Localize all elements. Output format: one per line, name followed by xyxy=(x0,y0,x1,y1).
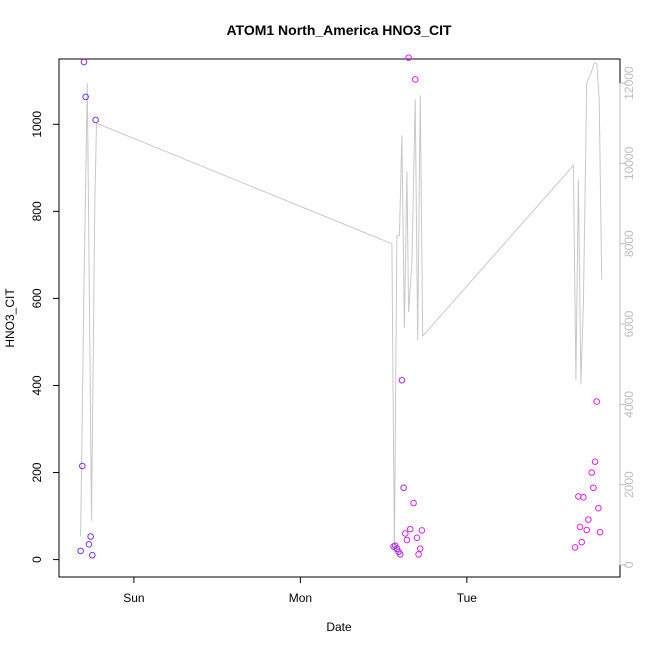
y-tick-label: 0 xyxy=(30,556,44,563)
secondary-series-line xyxy=(80,62,603,553)
data-point-s3-9 xyxy=(591,458,599,465)
x-axis-label: Date xyxy=(326,620,352,634)
data-point-s0-0 xyxy=(77,547,84,555)
y-tick-label: 800 xyxy=(30,201,44,221)
data-point-s3-8 xyxy=(590,484,597,492)
data-point-s3-7 xyxy=(588,469,596,476)
y2-tick-label: 0 xyxy=(622,561,636,568)
plot-frame xyxy=(58,58,621,578)
data-point-s3-3 xyxy=(578,538,586,546)
data-point-s0-7 xyxy=(92,116,99,124)
data-point-s3-1 xyxy=(575,493,582,500)
chart-title: ATOM1 North_America HNO3_CIT xyxy=(226,22,452,38)
data-point-s2-0 xyxy=(401,530,409,537)
data-point-s2-2 xyxy=(405,54,412,61)
y2-tick-label: 4000 xyxy=(622,391,636,418)
data-point-s3-2 xyxy=(576,523,584,531)
data-point-s3-11 xyxy=(595,504,602,512)
y-tick-label: 400 xyxy=(30,375,44,395)
y-axis-left: 0 200 400 600 800 1000 xyxy=(30,111,60,563)
y2-tick-label: 2000 xyxy=(622,471,636,498)
data-point-s1-6 xyxy=(400,484,407,492)
data-point-s2-5 xyxy=(411,76,419,83)
data-point-s3-4 xyxy=(580,494,587,501)
x-axis: Sun Mon Tue xyxy=(123,576,478,605)
data-point-s0-3 xyxy=(82,93,89,101)
y-tick-label: 1000 xyxy=(30,111,44,138)
y2-tick-label: 6000 xyxy=(622,310,636,337)
secondary-line-layer xyxy=(80,62,603,553)
data-point-s2-9 xyxy=(418,527,426,534)
y2-tick-label: 8000 xyxy=(622,230,636,257)
data-point-s1-5 xyxy=(398,376,406,384)
y-tick-label: 200 xyxy=(30,462,44,482)
data-point-s3-0 xyxy=(571,544,579,551)
data-point-s3-10 xyxy=(593,398,600,405)
data-point-s2-4 xyxy=(410,499,417,507)
data-points-layer xyxy=(77,54,604,559)
x-tick-label: Tue xyxy=(457,591,478,605)
data-point-s2-7 xyxy=(415,551,422,558)
data-point-s2-1 xyxy=(403,536,411,544)
data-point-s2-8 xyxy=(416,545,424,553)
y2-tick-label: 10000 xyxy=(622,146,636,180)
data-point-s0-4 xyxy=(85,541,93,548)
data-point-s3-5 xyxy=(583,526,591,534)
x-tick-label: Mon xyxy=(289,591,312,605)
y-tick-label: 600 xyxy=(30,288,44,308)
data-point-s0-6 xyxy=(88,551,96,559)
y2-tick-label: 12000 xyxy=(622,66,636,100)
y-axis-right: 0 2000 4000 6000 8000 10000 12000 xyxy=(619,66,636,568)
data-point-s0-2 xyxy=(80,58,88,66)
data-point-s0-1 xyxy=(79,462,86,470)
x-tick-label: Sun xyxy=(123,591,144,605)
data-point-s2-6 xyxy=(413,534,421,542)
data-point-s1-4 xyxy=(396,551,404,558)
data-point-s3-6 xyxy=(585,516,592,523)
data-point-s3-12 xyxy=(596,528,604,536)
data-point-s0-5 xyxy=(87,533,94,540)
data-point-s2-3 xyxy=(406,525,414,533)
y-axis-label: HNO3_CIT xyxy=(3,288,17,348)
